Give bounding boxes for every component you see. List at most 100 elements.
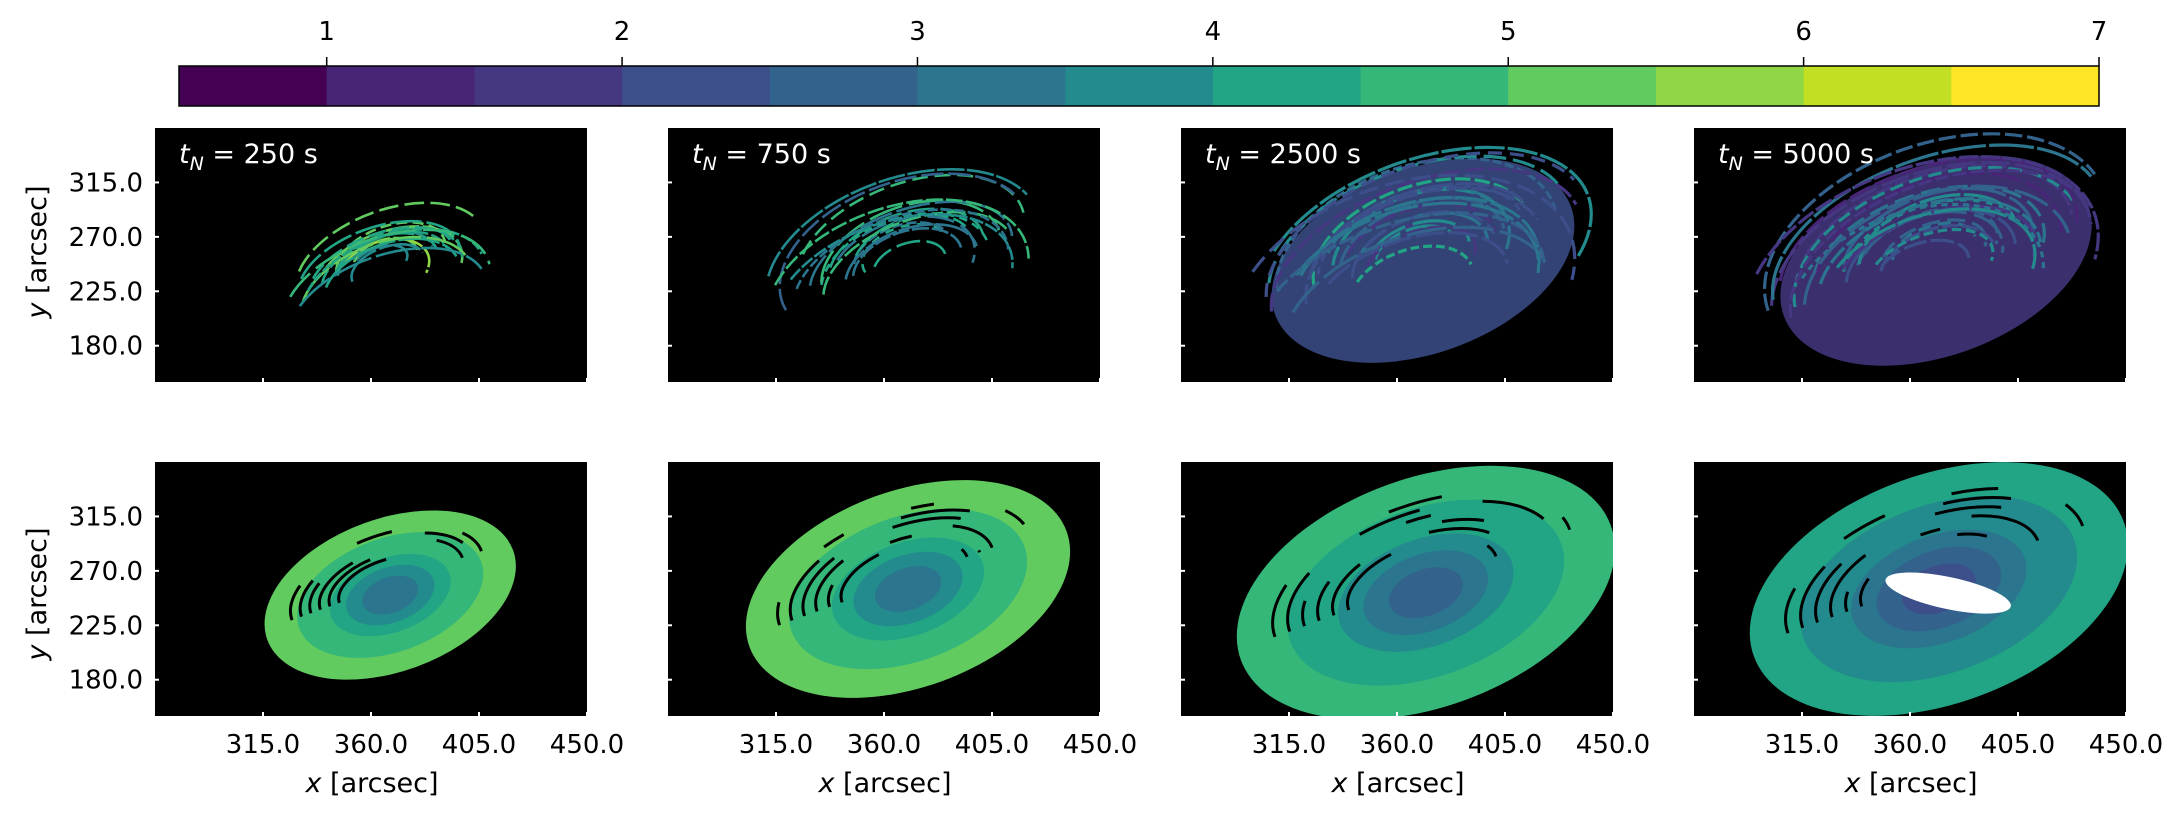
heatmap-layer bbox=[1251, 145, 1593, 363]
colorbar-tick-label: 6 bbox=[1795, 17, 1812, 47]
xlabel-unit: [arcsec] bbox=[834, 768, 951, 799]
heatmap-gap bbox=[1799, 496, 2070, 629]
heatmap-loop bbox=[1755, 155, 2100, 275]
colorbar-tick-label: 2 bbox=[614, 17, 631, 47]
panel-r1-c1: 315.0 270.0 225.0 180.0 tN = 250 s bbox=[69, 128, 588, 382]
colorbar-segment bbox=[917, 66, 1066, 106]
heatmap-loop bbox=[1269, 167, 1578, 312]
panel-grid: 315.0 270.0 225.0 180.0 tN = 250 s tN = 750 s… bbox=[69, 128, 2163, 760]
heatmap-gap bbox=[1859, 532, 2011, 607]
heatmap-loop bbox=[1251, 173, 1577, 281]
heatmap-loop bbox=[808, 200, 1014, 286]
heatmap-loop bbox=[1355, 244, 1473, 283]
heatmap-loop bbox=[1304, 186, 1539, 305]
heatmap-gap bbox=[308, 537, 464, 614]
heatmap-loop bbox=[773, 198, 1030, 286]
y-tick-label: 315.0 bbox=[69, 502, 143, 532]
y-tick-label: 225.0 bbox=[69, 277, 143, 307]
heatmap-gap bbox=[298, 531, 474, 618]
heatmap-gap bbox=[1784, 487, 2085, 634]
heatmap-gap bbox=[801, 516, 1006, 617]
heatmap-loop bbox=[1874, 227, 1995, 266]
colorbar-ticks: 1 2 3 4 5 6 7 bbox=[318, 17, 2107, 66]
heatmap-hole bbox=[1885, 572, 2011, 614]
panel-title: tN = 750 s bbox=[692, 139, 831, 175]
heatmap-loop bbox=[1879, 223, 1996, 272]
y-tick-label: 315.0 bbox=[69, 168, 143, 198]
heatmap-gap bbox=[289, 525, 483, 621]
heatmap-layer bbox=[767, 167, 1030, 311]
heatmap-gap bbox=[1316, 517, 1527, 622]
heatmap-gap bbox=[814, 524, 994, 612]
panel-r2-c2: 315.0 360.0 405.0 450.0 bbox=[668, 462, 1137, 760]
ylabel-row-1: y [arcsec] bbox=[22, 185, 53, 319]
colorbar-segment bbox=[1360, 66, 1509, 106]
x-tick-label: 315.0 bbox=[1252, 730, 1326, 760]
heatmap-loop bbox=[289, 228, 491, 298]
heatmap-loop bbox=[1818, 197, 2043, 285]
heatmap-loop bbox=[297, 201, 476, 272]
heatmap-loop bbox=[298, 246, 483, 307]
ylabel-var: y bbox=[22, 644, 53, 662]
panel-r2-c3: 315.0 360.0 405.0 450.0 bbox=[1181, 462, 1650, 760]
colorbar-segment bbox=[1655, 66, 1805, 106]
heatmap-layer bbox=[1749, 462, 2126, 716]
x-tick-label: 405.0 bbox=[1981, 730, 2055, 760]
y-tick-label: 270.0 bbox=[69, 557, 143, 587]
heatmap-loop bbox=[1835, 207, 2037, 270]
heatmap-gap bbox=[826, 531, 981, 608]
panel-title: tN = 2500 s bbox=[1205, 139, 1361, 175]
xlabel-col-4: x [arcsec] bbox=[1843, 768, 1977, 799]
heatmap-loop bbox=[1373, 224, 1453, 260]
xlabel-var: x bbox=[1330, 768, 1348, 799]
heatmap-loop bbox=[844, 223, 978, 280]
colorbar-segment bbox=[622, 66, 771, 106]
heatmap-loop bbox=[1272, 145, 1593, 257]
heatmap-layer bbox=[745, 480, 1071, 698]
heatmap-gap bbox=[1814, 505, 2055, 624]
x-tick-label: 450.0 bbox=[2089, 730, 2163, 760]
panel-r2-c1: 315.0 270.0 225.0 180.0 315.0 360.0 405.0 450.0 bbox=[69, 462, 624, 760]
heatmap-loop bbox=[1264, 151, 1576, 298]
panel-r1-c4: tN = 5000 s bbox=[1694, 128, 2127, 382]
x-tick-label: 405.0 bbox=[955, 730, 1029, 760]
heatmap-layer bbox=[264, 510, 516, 680]
colorbar-segment bbox=[1065, 66, 1214, 106]
heatmap-loop bbox=[822, 210, 1010, 295]
xlabel-var: x bbox=[304, 768, 322, 799]
xlabel-var: x bbox=[817, 768, 835, 799]
panel-title: tN = 250 s bbox=[179, 139, 318, 175]
heatmap-loop bbox=[355, 244, 409, 262]
x-tick-label: 360.0 bbox=[1360, 730, 1434, 760]
panel-r1-c3: tN = 2500 s bbox=[1181, 128, 1614, 382]
heatmap-gap bbox=[327, 549, 446, 607]
colorbar-segment bbox=[326, 66, 475, 106]
x-tick-label: 360.0 bbox=[334, 730, 408, 760]
heatmap-loop bbox=[1275, 211, 1546, 293]
heatmap-loop bbox=[1769, 161, 2093, 306]
heatmap-layer bbox=[289, 201, 491, 307]
x-tick-label: 450.0 bbox=[1576, 730, 1650, 760]
heatmap-gap bbox=[1331, 527, 1513, 616]
heatmap-loop bbox=[1274, 156, 1558, 288]
heatmap-loop bbox=[1763, 132, 2097, 312]
heatmap-loop bbox=[1771, 143, 2093, 301]
x-tick-label: 450.0 bbox=[1063, 730, 1137, 760]
heatmap-loop bbox=[836, 215, 977, 264]
y-tick-label: 270.0 bbox=[69, 223, 143, 253]
y-tick-label: 180.0 bbox=[69, 332, 143, 362]
heatmap-gap bbox=[1286, 499, 1557, 633]
colorbar-segment bbox=[1508, 66, 1657, 106]
heatmap-loop bbox=[341, 237, 431, 274]
heatmap-loop bbox=[820, 212, 989, 286]
heatmap-band bbox=[1388, 567, 1463, 619]
x-tick-label: 360.0 bbox=[847, 730, 921, 760]
heatmap-loop bbox=[873, 239, 947, 268]
xlabel-unit: [arcsec] bbox=[321, 768, 438, 799]
x-tick-label: 450.0 bbox=[550, 730, 624, 760]
colorbar-segment bbox=[1951, 66, 2100, 106]
heatmap-band bbox=[874, 566, 942, 612]
y-tick-label: 180.0 bbox=[69, 666, 143, 696]
heatmap-loop bbox=[767, 167, 1028, 277]
